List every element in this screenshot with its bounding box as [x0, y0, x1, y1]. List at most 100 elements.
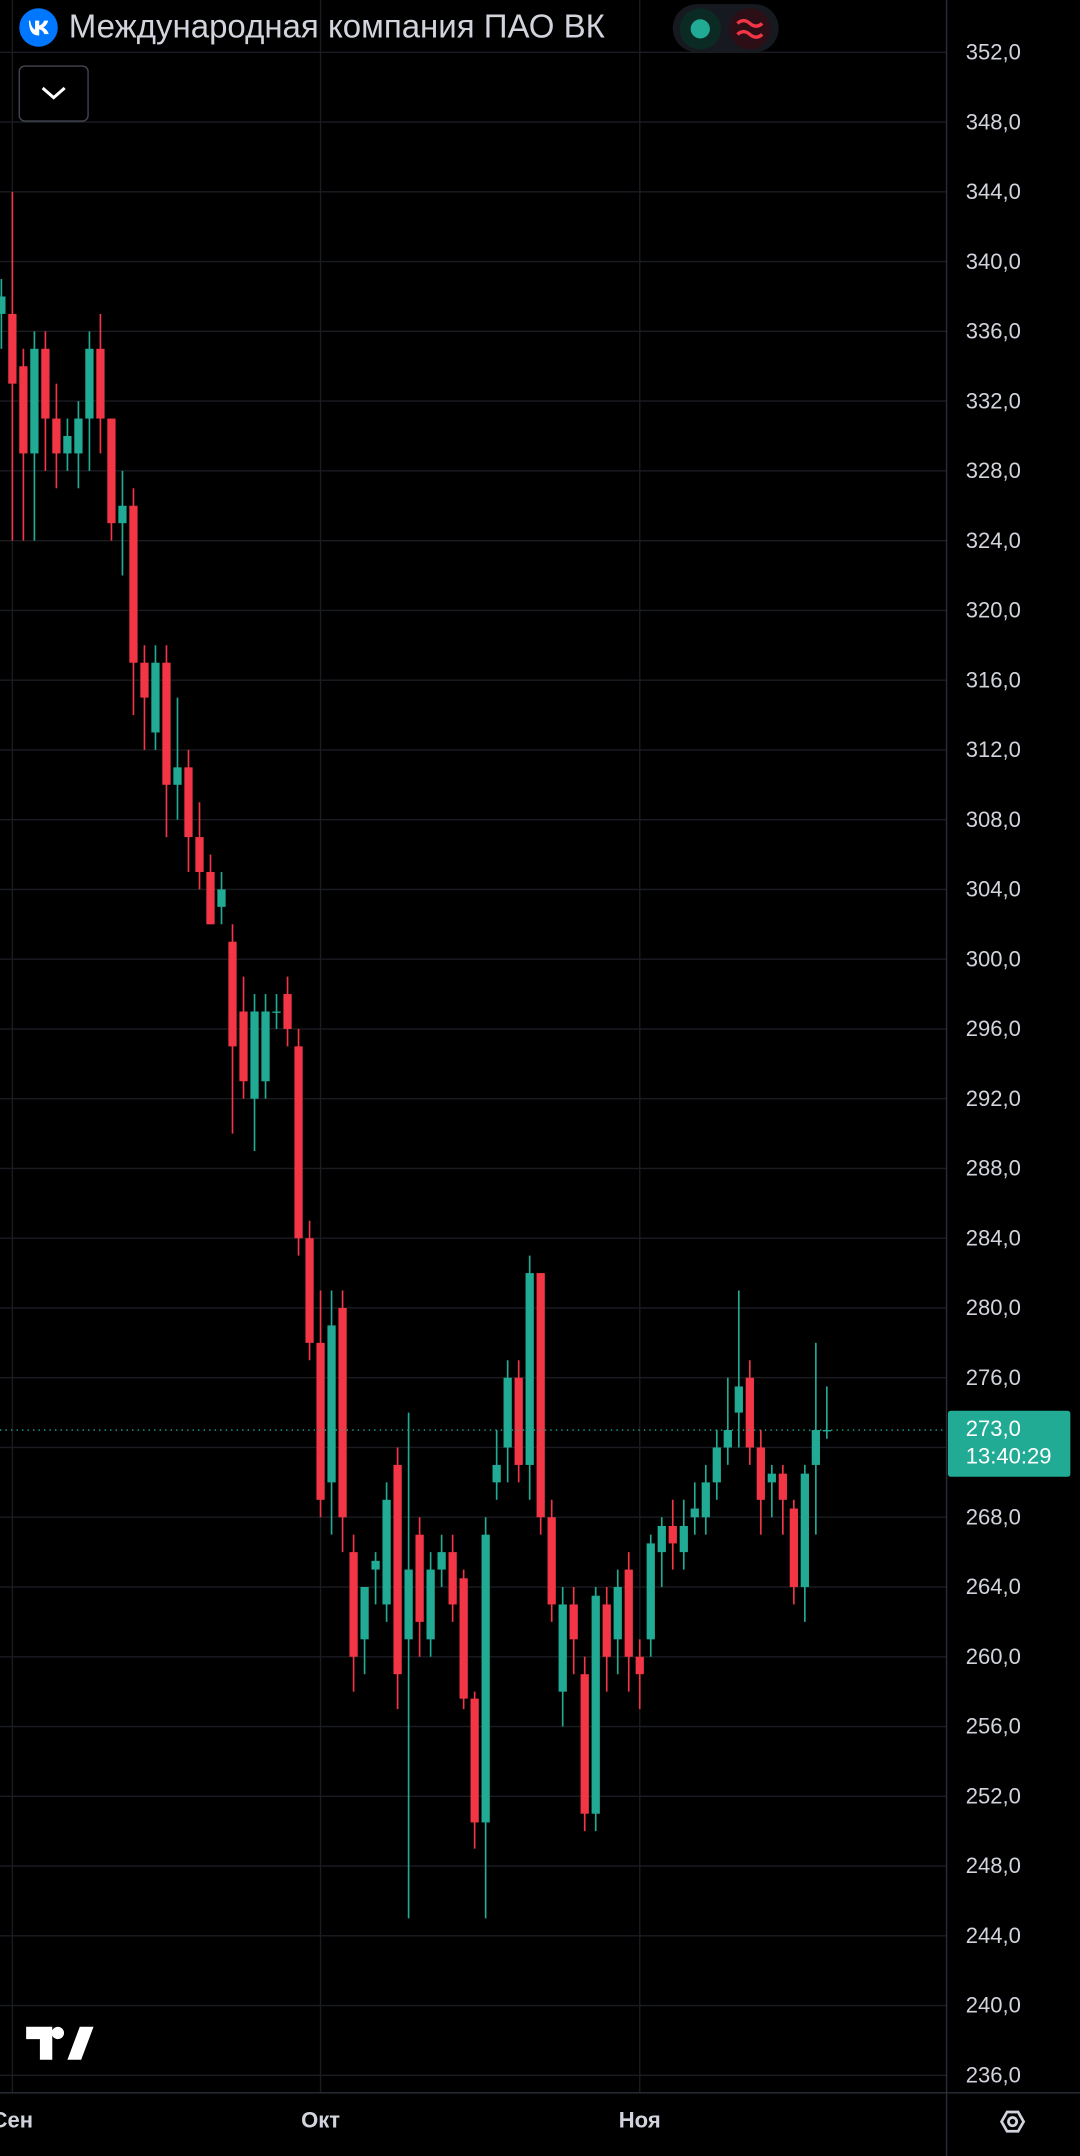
last-price-label: 273,0	[966, 1416, 1021, 1441]
candle-body	[63, 435, 72, 454]
candle-body	[448, 1552, 457, 1605]
candle-body	[657, 1525, 666, 1553]
candle-body	[525, 1273, 534, 1465]
y-tick-label: 316,0	[966, 667, 1021, 692]
y-tick-label: 264,0	[966, 1574, 1021, 1599]
candle-body	[173, 767, 182, 785]
axes: 352,0 348,0 344,0 340,0 336,0 332,0 328,0 324,0…	[0, 40, 1071, 2132]
candle-body	[514, 1377, 523, 1465]
candle-body	[371, 1560, 380, 1570]
candle-body	[624, 1569, 633, 1657]
candle-body	[327, 1325, 336, 1483]
candle-body	[558, 1604, 567, 1692]
candle-body	[723, 1430, 732, 1448]
candle-body	[459, 1578, 468, 1699]
candle-body	[195, 837, 204, 872]
y-tick-label: 252,0	[966, 1783, 1021, 1808]
y-tick-label: 308,0	[966, 807, 1021, 832]
market-open-dot	[690, 19, 710, 39]
y-tick-label: 268,0	[966, 1504, 1021, 1529]
candle-body	[492, 1464, 501, 1483]
candle-body	[503, 1377, 512, 1448]
candle-body	[151, 662, 160, 733]
y-tick-label: 340,0	[966, 249, 1021, 274]
candle-body	[85, 348, 94, 419]
tradingview-logo[interactable]	[26, 2026, 94, 2060]
y-tick-label: 304,0	[966, 877, 1021, 902]
candle-body	[470, 1698, 479, 1823]
y-tick-label: 328,0	[966, 458, 1021, 483]
y-tick-label: 276,0	[966, 1365, 1021, 1390]
settings-icon-center	[1007, 2116, 1019, 2128]
candle-body	[74, 418, 83, 454]
candle-body	[734, 1386, 743, 1413]
candle-body	[294, 1046, 303, 1239]
candle-body	[778, 1473, 787, 1500]
y-tick-label: 348,0	[966, 109, 1021, 134]
candle-body	[690, 1508, 699, 1518]
candle-body	[613, 1587, 622, 1640]
y-tick-label: 256,0	[966, 1714, 1021, 1739]
candle-body	[217, 889, 226, 907]
y-tick-label: 296,0	[966, 1016, 1021, 1041]
y-tick-label: 320,0	[966, 598, 1021, 623]
candle-body	[679, 1525, 688, 1553]
collapse-button[interactable]	[18, 65, 89, 122]
y-tick-label: 312,0	[966, 737, 1021, 762]
candle-body	[789, 1508, 798, 1588]
candle-body	[756, 1447, 765, 1500]
chart-title[interactable]: Международная компания ПАО ВК	[69, 8, 606, 45]
candle-body	[426, 1569, 435, 1640]
candle-body	[41, 348, 50, 419]
y-tick-label: 332,0	[966, 388, 1021, 413]
y-tick-label: 288,0	[966, 1156, 1021, 1181]
candle-body	[30, 348, 39, 454]
candle-body	[19, 366, 28, 454]
y-tick-label: 244,0	[966, 1923, 1021, 1948]
candle-body	[382, 1499, 391, 1605]
candle-body	[569, 1604, 578, 1640]
candle-body	[415, 1534, 424, 1622]
y-tick-label: 324,0	[966, 528, 1021, 553]
delayed-icon	[736, 18, 764, 39]
candle-body	[811, 1430, 820, 1465]
countdown-label: 13:40:29	[966, 1443, 1052, 1468]
candle-body	[591, 1595, 600, 1814]
candle-body	[239, 1011, 248, 1082]
y-tick-label: 236,0	[966, 2063, 1021, 2088]
chevron-down	[41, 86, 66, 100]
last-price-tag	[947, 1410, 1071, 1477]
candle-body	[580, 1674, 589, 1814]
y-tick-label: 336,0	[966, 319, 1021, 344]
candle-body	[0, 296, 6, 314]
candle-body	[283, 994, 292, 1029]
candle-body	[349, 1552, 358, 1657]
candle-body	[767, 1473, 776, 1483]
candle-body	[250, 1011, 259, 1099]
candle-body	[272, 1011, 281, 1013]
candle-body	[360, 1587, 369, 1640]
candle-body	[712, 1447, 721, 1483]
candle-body	[52, 418, 61, 454]
y-tick-label: 352,0	[966, 40, 1021, 65]
candle-body	[107, 418, 116, 524]
candle-body	[129, 505, 138, 663]
candle-body	[305, 1238, 314, 1343]
candle-body	[393, 1464, 402, 1675]
x-tick-label: Окт	[301, 2107, 340, 2132]
candle-body	[184, 767, 193, 838]
candle-body	[646, 1543, 655, 1640]
candle-body	[668, 1525, 677, 1544]
candle-body	[118, 505, 127, 524]
y-tick-label: 248,0	[966, 1853, 1021, 1878]
candle-body	[316, 1342, 325, 1500]
candle-body	[8, 313, 17, 384]
y-tick-label: 292,0	[966, 1086, 1021, 1111]
y-tick-label: 284,0	[966, 1225, 1021, 1250]
settings-icon[interactable]	[999, 2110, 1026, 2133]
candle-body	[602, 1604, 611, 1657]
